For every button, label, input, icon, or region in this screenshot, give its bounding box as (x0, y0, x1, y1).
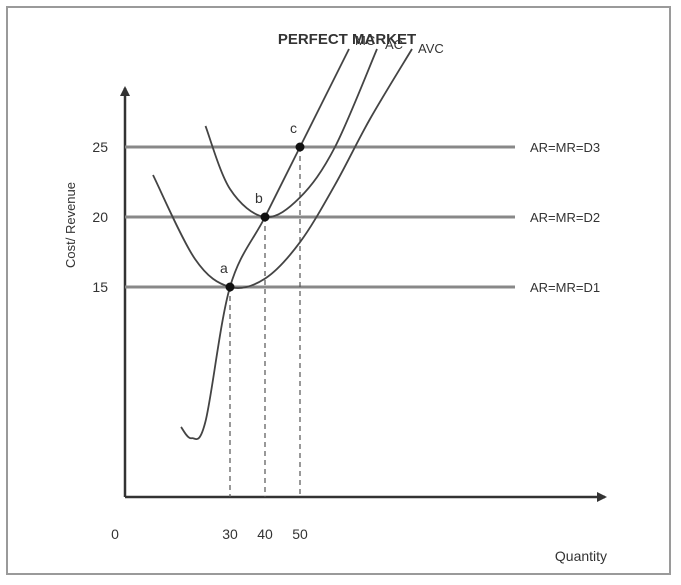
equilibrium-points: a b c (220, 120, 305, 292)
cost-curves: MC AC AVC (152, 33, 444, 441)
price-line-label: AR=MR=D1 (530, 280, 600, 295)
x-tick-label: 40 (257, 526, 273, 542)
point-a (225, 282, 235, 292)
curve-label-avc: AVC (418, 41, 444, 56)
x-tick-label: 50 (292, 526, 308, 542)
point-label-c: c (290, 120, 297, 136)
point-c (295, 142, 305, 152)
y-tick-label: 20 (92, 209, 108, 225)
price-line-label: AR=MR=D2 (530, 210, 600, 225)
x-axis-label: Quantity (555, 548, 607, 564)
curve-avc (152, 48, 413, 290)
y-tick-label: 25 (92, 139, 108, 155)
origin-label: 0 (111, 526, 119, 542)
x-tick-label: 30 (222, 526, 238, 542)
drop-lines (229, 147, 301, 497)
price-lines: AR=MR=D3 AR=MR=D2 AR=MR=D1 (125, 140, 600, 295)
point-label-a: a (220, 260, 228, 276)
price-line-label: AR=MR=D3 (530, 140, 600, 155)
point-b (260, 212, 270, 222)
point-label-b: b (255, 190, 263, 206)
curve-ac (204, 48, 378, 218)
chart-frame (6, 6, 671, 575)
y-tick-label: 15 (92, 279, 108, 295)
curve-label-mc: MC (355, 33, 375, 48)
y-axis-label: Cost/ Revenue (63, 182, 78, 268)
chart-title: PERFECT MARKET (278, 31, 416, 48)
curve-label-ac: AC (385, 37, 403, 52)
axis-ticks: 15 20 25 30 40 50 (92, 139, 308, 542)
